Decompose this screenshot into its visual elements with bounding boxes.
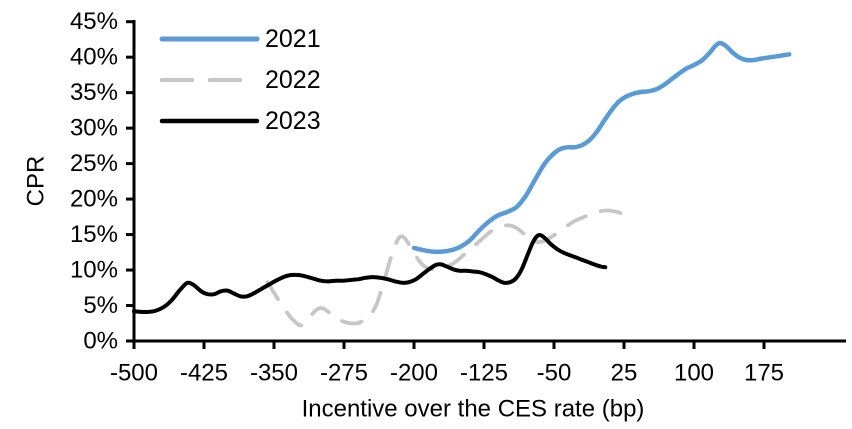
x-tick-label: -50 bbox=[537, 360, 572, 387]
legend-label-2023: 2023 bbox=[265, 107, 321, 135]
x-axis-title: Incentive over the CES rate (bp) bbox=[302, 396, 645, 423]
legend-item-2021: 2021 bbox=[159, 25, 321, 53]
y-tick-label: 45% bbox=[70, 8, 118, 35]
y-tick-label: 30% bbox=[70, 115, 118, 142]
y-tick-label: 0% bbox=[83, 328, 118, 355]
y-tick-label: 20% bbox=[70, 186, 118, 213]
x-tick-label: 175 bbox=[744, 360, 784, 387]
axis-line bbox=[132, 20, 846, 343]
x-tick-label: -125 bbox=[460, 360, 508, 387]
y-tick-label: 35% bbox=[70, 79, 118, 106]
axes-layer: 0% 5% 10% 15% 20% 25% 30% 35% 40% 45% -500 -425 -350… bbox=[70, 8, 846, 387]
y-tick-label: 10% bbox=[70, 257, 118, 284]
series-line-2023 bbox=[132, 232, 608, 315]
x-tick-label: -275 bbox=[320, 360, 368, 387]
legend-item-2023: 2023 bbox=[159, 107, 321, 135]
y-tick-label: 25% bbox=[70, 150, 118, 177]
x-tick-label: 100 bbox=[674, 360, 714, 387]
y-axis-title: CPR bbox=[23, 156, 50, 207]
legend-label-2022: 2022 bbox=[265, 66, 321, 94]
legend-layer: 2021 2022 2023 bbox=[159, 25, 321, 135]
y-tick-label: 5% bbox=[83, 292, 118, 319]
legend-label-2021: 2021 bbox=[265, 25, 321, 53]
x-tick-label: -350 bbox=[250, 360, 298, 387]
series-layer bbox=[132, 40, 792, 328]
y-tick-label: 40% bbox=[70, 44, 118, 71]
x-tick-label: -425 bbox=[180, 360, 228, 387]
series-line-2022 bbox=[265, 208, 626, 328]
legend-item-2022: 2022 bbox=[159, 66, 321, 94]
x-tick-label: -200 bbox=[390, 360, 438, 387]
y-tick-label: 15% bbox=[70, 221, 118, 248]
series-line-2021 bbox=[411, 40, 792, 254]
x-tick-label: -500 bbox=[110, 360, 158, 387]
x-tick-label: 25 bbox=[611, 360, 638, 387]
